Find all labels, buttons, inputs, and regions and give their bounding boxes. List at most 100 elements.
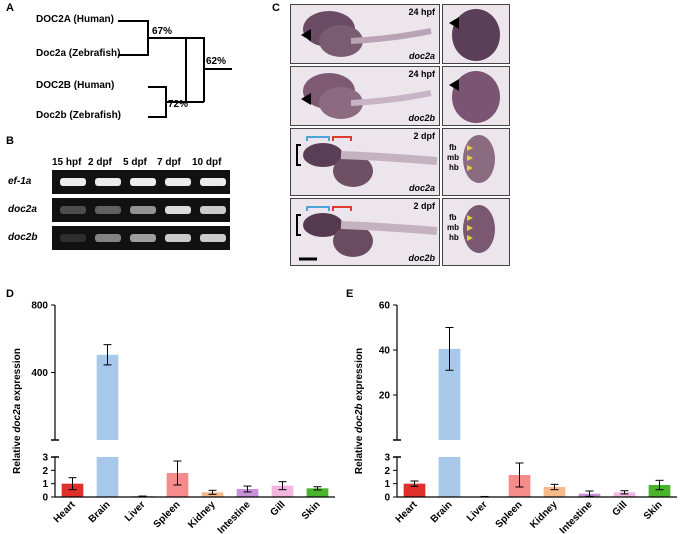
region-label-mb: mb bbox=[447, 223, 459, 232]
y-tick-label: 0 bbox=[384, 493, 390, 504]
y-tick-label: 60 bbox=[379, 301, 391, 312]
tree-label-doc2b-zebrafish: Doc2b (Zebrafish) bbox=[36, 110, 122, 121]
stage-label: 24 hpf bbox=[408, 7, 435, 17]
region-label-hb: hb bbox=[449, 163, 459, 172]
x-tick-label: Liver bbox=[123, 499, 148, 524]
y-tick-label: 1 bbox=[42, 479, 48, 490]
gel-band bbox=[165, 178, 191, 186]
gel-band bbox=[95, 206, 121, 214]
region-label-hb: hb bbox=[449, 233, 459, 242]
larva-dorsal-illustration bbox=[463, 135, 495, 183]
x-tick-label: Spleen bbox=[494, 499, 525, 530]
y-axis-label: Relative doc2b expression bbox=[354, 348, 365, 474]
panel-letter-e: E bbox=[346, 288, 354, 300]
y-tick-label: 1 bbox=[384, 479, 390, 490]
gel-col-label: 7 dpf bbox=[157, 157, 181, 168]
bar-upper bbox=[438, 348, 461, 440]
bar-upper bbox=[96, 354, 119, 440]
embryo-lateral-image: 24 hpf doc2b bbox=[290, 66, 440, 126]
embryo-dorsal-illustration bbox=[449, 9, 500, 61]
bar bbox=[306, 488, 329, 497]
x-tick-label: Skin bbox=[300, 499, 323, 522]
gene-label: doc2b bbox=[408, 253, 435, 263]
bar bbox=[403, 483, 426, 497]
x-tick-label: Brain bbox=[429, 499, 455, 525]
bar bbox=[543, 487, 566, 497]
larva-illustration bbox=[296, 206, 438, 261]
y-tick-label: 3 bbox=[42, 453, 48, 464]
gel-strip bbox=[52, 226, 230, 250]
tree-branches bbox=[118, 20, 232, 118]
bar bbox=[271, 485, 294, 497]
embryo-dorsal-image bbox=[442, 4, 510, 64]
gel-band bbox=[130, 178, 156, 186]
panel-letter-d: D bbox=[6, 288, 14, 300]
gel-band bbox=[130, 206, 156, 214]
embryo-dorsal-image bbox=[442, 66, 510, 126]
panel-letter-b: B bbox=[6, 135, 14, 147]
x-tick-label: Intestine bbox=[558, 499, 595, 534]
embryo-lateral-image: 24 hpf doc2a bbox=[290, 4, 440, 64]
x-tick-label: Kidney bbox=[528, 499, 560, 531]
x-tick-label: Intestine bbox=[216, 499, 253, 534]
bar-lower bbox=[96, 457, 119, 497]
y-tick-label: 2 bbox=[384, 466, 390, 477]
y-tick-label: 2 bbox=[42, 466, 48, 477]
y-tick-label: 800 bbox=[31, 301, 48, 312]
y-tick-label: 20 bbox=[379, 391, 391, 402]
x-tick-label: Skin bbox=[642, 499, 665, 522]
larva-lateral-image: 2 dpf doc2a bbox=[290, 128, 440, 196]
region-label-fb: fb bbox=[449, 213, 457, 222]
embryo-illustration bbox=[301, 73, 432, 119]
gel-band bbox=[130, 234, 156, 242]
bar bbox=[61, 483, 84, 497]
stage-label: 24 hpf bbox=[408, 69, 435, 79]
gel-row-label: ef-1a bbox=[8, 176, 32, 187]
gel-band bbox=[60, 206, 86, 214]
gel-row-label: doc2a bbox=[8, 204, 37, 215]
y-tick-label: 0 bbox=[42, 493, 48, 504]
gel-band bbox=[60, 178, 86, 186]
x-tick-label: Liver bbox=[465, 499, 490, 524]
gel-band bbox=[200, 234, 226, 242]
gel-band bbox=[200, 206, 226, 214]
gel-col-label: 10 dpf bbox=[192, 157, 222, 168]
stage-label: 2 dpf bbox=[413, 201, 436, 211]
panel-letter-c: C bbox=[272, 2, 280, 14]
gel-strip bbox=[52, 170, 230, 194]
larva-dorsal-illustration bbox=[463, 205, 495, 253]
gene-label: doc2b bbox=[408, 113, 435, 123]
tree-label-doc2b-human: DOC2B (Human) bbox=[36, 80, 115, 91]
gel-col-label: 2 dpf bbox=[88, 157, 112, 168]
region-label-fb: fb bbox=[449, 143, 457, 152]
region-label-mb: mb bbox=[447, 153, 459, 162]
larva-lateral-image: 2 dpf doc2b bbox=[290, 198, 440, 266]
gel-band bbox=[200, 178, 226, 186]
larva-illustration bbox=[296, 136, 438, 187]
y-tick-label: 40 bbox=[379, 346, 391, 357]
embryo-illustration bbox=[301, 11, 432, 57]
x-tick-label: Heart bbox=[52, 499, 78, 525]
panel-letter-a: A bbox=[6, 2, 14, 14]
tree-percent-doc2b: 72% bbox=[168, 99, 189, 110]
gel-row-label: doc2b bbox=[8, 232, 38, 243]
embryo-dorsal-illustration bbox=[449, 71, 500, 123]
y-tick-label: 3 bbox=[384, 453, 390, 464]
x-tick-label: Brain bbox=[87, 499, 113, 525]
bar bbox=[613, 492, 636, 497]
gel-band bbox=[60, 234, 86, 242]
x-tick-label: Heart bbox=[394, 499, 420, 525]
gel-band bbox=[95, 234, 121, 242]
gel-band bbox=[165, 206, 191, 214]
stage-label: 2 dpf bbox=[413, 131, 436, 141]
gene-label: doc2a bbox=[408, 51, 435, 61]
bar bbox=[236, 489, 259, 497]
x-tick-label: Spleen bbox=[152, 499, 183, 530]
tree-label-doc2a-zebrafish: Doc2a (Zebrafish) bbox=[36, 48, 121, 59]
larva-dorsal-image: fb mb hb bbox=[442, 128, 510, 196]
tree-percent-doc2a: 67% bbox=[152, 26, 173, 37]
y-axis-label: Relative doc2a expression bbox=[12, 348, 23, 474]
bar-lower bbox=[438, 457, 461, 497]
